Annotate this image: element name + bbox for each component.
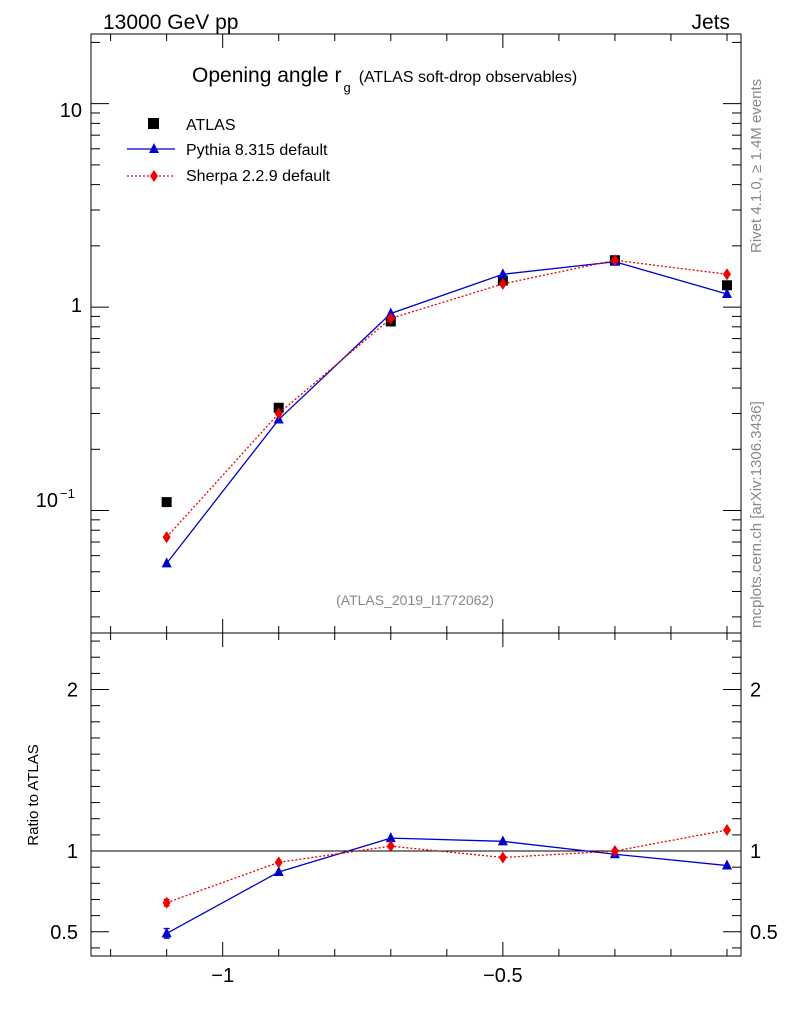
legend-sherpa-label: Sherpa 2.2.9 default [186, 168, 331, 185]
main-pythia-point [721, 287, 732, 298]
ytick-label-0.1-base: 10 [36, 490, 58, 512]
main-pythia-line [166, 261, 728, 564]
ratio-pythia-line [166, 837, 728, 934]
ratio-panel: 0.5 1 2 0.5 1 2 −1 −0.5 Ratio to ATLAS [25, 632, 778, 987]
main-sherpa-point [498, 277, 507, 290]
ytick-label-0.1-exponent: −1 [60, 486, 75, 501]
main-sherpa-point [386, 312, 395, 325]
main-ticks [91, 34, 741, 633]
main-sherpa-point [722, 268, 731, 281]
ytick-label-1: 1 [71, 295, 82, 317]
energy-label: 13000 GeV pp [103, 11, 238, 34]
ratio-ticks [91, 633, 741, 956]
main-pythia-point [497, 268, 508, 279]
ratio-pythia-point [385, 832, 396, 843]
ratio-sherpa-point [274, 856, 283, 869]
ratio-sherpa-point [386, 840, 395, 853]
analysis-watermark: (ATLAS_2019_I1772062) [336, 592, 494, 608]
ratio-sherpa-point [162, 896, 171, 909]
rivet-label: Rivet 4.1.0, ≥ 1.4M events [748, 79, 765, 253]
ratio-sherpa-point [610, 845, 619, 858]
ratio-pythia-point [161, 927, 172, 938]
ratio-sherpa-point [722, 824, 731, 837]
ratio-pythia-point [721, 859, 732, 870]
xtick-label--0.5: −0.5 [483, 965, 522, 987]
main-pythia-point [161, 557, 172, 568]
main-panel: 10 1 10 −1 Opening angle rg(ATLAS soft-d… [36, 33, 742, 634]
main-atlas-point [721, 280, 732, 291]
legend: ATLAS Pythia 8.315 default Sherpa 2.2.9 … [127, 117, 331, 185]
ratio-pythia-point [497, 835, 508, 846]
ratio-pythia-point [273, 866, 284, 877]
ratio-ylabel: Ratio to ATLAS [25, 744, 42, 845]
legend-atlas-marker [148, 118, 159, 129]
legend-pythia-marker [149, 143, 159, 153]
ratio-ytick-label-right-1: 1 [750, 841, 761, 863]
chart-title: Opening angle rg(ATLAS soft-drop observa… [192, 64, 577, 95]
ratio-ytick-label-right-2: 2 [750, 680, 761, 702]
xtick-label--1: −1 [211, 965, 234, 987]
ratio-ytick-label-1: 1 [67, 841, 78, 863]
ratio-sherpa-point [498, 851, 507, 864]
main-atlas-point [161, 497, 172, 508]
main-sherpa-line [166, 259, 728, 538]
ratio-frame [90, 632, 742, 957]
legend-sherpa-marker [150, 170, 158, 182]
main-sherpa-point [274, 407, 283, 420]
ratio-sherpa-line [166, 829, 728, 904]
ytick-label-10: 10 [60, 100, 82, 122]
mcplots-label: mcplots.cern.ch [arXiv:1306.3436] [748, 401, 765, 628]
legend-atlas-label: ATLAS [186, 117, 236, 134]
ratio-ytick-label-0.5: 0.5 [50, 922, 78, 944]
ratio-ytick-label-2: 2 [67, 680, 78, 702]
legend-pythia-label: Pythia 8.315 default [186, 142, 328, 159]
main-sherpa-point [610, 254, 619, 267]
ratio-series [161, 824, 732, 939]
jets-label: Jets [691, 11, 730, 34]
main-series [161, 254, 732, 568]
main-sherpa-point [162, 531, 171, 544]
ratio-ytick-label-right-0.5: 0.5 [750, 922, 778, 944]
